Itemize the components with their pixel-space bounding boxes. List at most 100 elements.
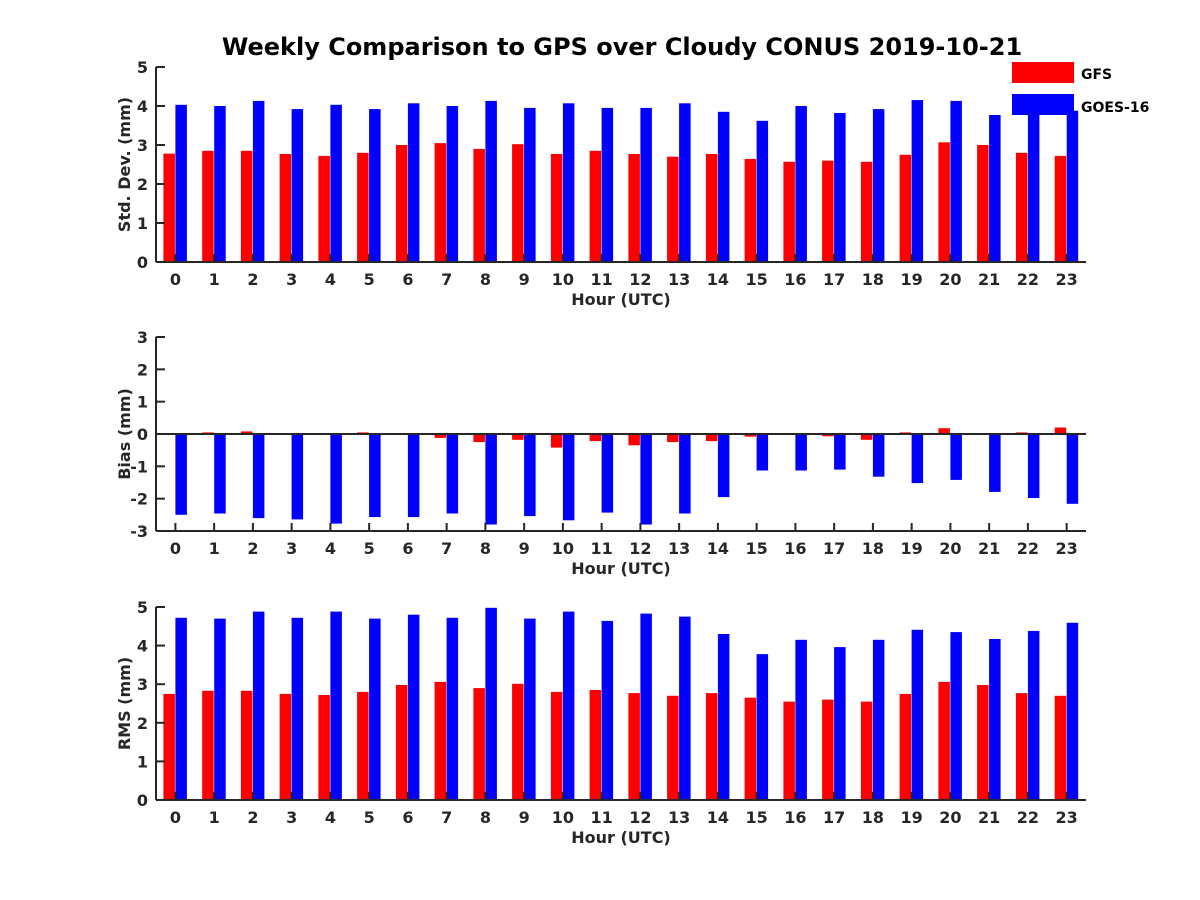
y-tick-label: 2 [137,175,148,194]
bar-goes16-14 [717,434,730,498]
y-tick-label: 1 [137,393,148,412]
x-tick-label: 4 [325,808,336,827]
x-tick-label: 0 [170,539,181,558]
bar-goes16-14 [717,111,730,262]
bar-goes16-4 [330,611,342,800]
bar-gfs-15 [744,159,757,262]
y-tick-label: -2 [130,490,148,509]
bar-goes16-10 [562,611,575,800]
bar-goes16-23 [1066,622,1079,800]
bar-gfs-11 [589,150,602,262]
legend-swatch-goes16 [1012,94,1074,115]
bar-goes16-8 [485,434,497,525]
bar-goes16-1 [214,618,226,800]
y-tick-label: 2 [137,714,148,733]
figure-title: Weekly Comparison to GPS over Cloudy CON… [222,33,1022,61]
bar-goes16-18 [872,109,885,262]
x-tick-label: 12 [629,808,651,827]
bar-gfs-10 [550,691,563,800]
bar-goes16-9 [524,434,536,517]
bar-gfs-9 [512,683,524,800]
y-axis-label: Bias (mm) [115,388,134,480]
y-tick-label: 2 [137,360,148,379]
bar-gfs-7 [434,681,447,800]
x-tick-label: 10 [552,270,574,289]
bar-gfs-18 [860,701,873,800]
bar-gfs-21 [977,145,989,262]
x-tick-label: 3 [286,270,297,289]
bar-goes16-2 [252,434,265,519]
bar-goes16-18 [872,434,885,477]
x-tick-label: 19 [901,270,923,289]
x-tick-label: 0 [170,270,181,289]
x-tick-label: 23 [1056,539,1078,558]
bar-goes16-19 [911,629,924,800]
bar-gfs-5 [357,691,369,800]
bar-goes16-0 [175,617,187,800]
bar-goes16-5 [369,109,381,262]
bar-goes16-8 [485,100,497,263]
bar-goes16-7 [446,106,459,262]
bar-gfs-8 [473,434,485,443]
x-tick-label: 8 [480,270,491,289]
x-tick-label: 1 [209,270,220,289]
x-tick-label: 4 [325,270,336,289]
y-tick-label: 4 [137,97,148,116]
bar-gfs-16 [783,161,795,262]
x-tick-label: 14 [707,539,729,558]
bar-gfs-20 [938,681,950,800]
bar-gfs-13 [667,156,679,262]
x-tick-label: 10 [552,539,574,558]
bar-goes16-12 [640,434,652,525]
x-tick-label: 2 [247,808,258,827]
bar-gfs-2 [240,431,253,434]
x-tick-label: 8 [480,539,491,558]
bar-goes16-9 [524,618,536,800]
bar-goes16-6 [407,614,420,800]
bar-goes16-15 [756,434,769,471]
bar-gfs-17 [822,434,834,437]
bar-gfs-12 [628,434,640,446]
bar-goes16-18 [872,639,885,800]
bar-goes16-11 [601,107,614,263]
bar-gfs-21 [977,685,989,800]
bar-gfs-11 [589,690,602,800]
bar-gfs-23 [1054,155,1067,262]
x-tick-label: 7 [441,270,452,289]
bar-goes16-21 [989,115,1001,262]
bar-gfs-12 [628,154,640,262]
y-tick-label: 0 [137,791,148,810]
x-tick-label: 23 [1056,808,1078,827]
bar-goes16-6 [407,434,420,518]
x-tick-label: 19 [901,808,923,827]
bar-gfs-19 [899,693,912,800]
x-tick-label: 15 [746,808,768,827]
y-tick-label: 3 [137,136,148,155]
bar-gfs-4 [318,155,330,262]
bar-goes16-20 [950,100,962,263]
bar-gfs-20 [938,428,950,434]
x-tick-label: 18 [862,808,884,827]
bar-goes16-10 [562,434,575,521]
x-tick-label: 1 [209,808,220,827]
bar-goes16-7 [446,617,459,800]
y-tick-label: 5 [137,598,148,617]
bar-goes16-15 [756,654,769,800]
bar-gfs-1 [202,150,214,262]
bar-gfs-20 [938,142,950,262]
bar-goes16-3 [291,109,304,262]
x-tick-label: 11 [591,808,613,827]
bar-goes16-2 [252,611,265,800]
y-tick-label: -1 [130,457,148,476]
x-tick-label: 5 [364,270,375,289]
x-tick-label: 23 [1056,270,1078,289]
bar-goes16-14 [717,634,730,800]
x-tick-label: 22 [1017,270,1039,289]
bar-goes16-6 [407,103,420,262]
bar-gfs-4 [318,695,330,800]
x-tick-label: 7 [441,539,452,558]
x-tick-label: 22 [1017,808,1039,827]
y-tick-label: 4 [137,637,148,656]
